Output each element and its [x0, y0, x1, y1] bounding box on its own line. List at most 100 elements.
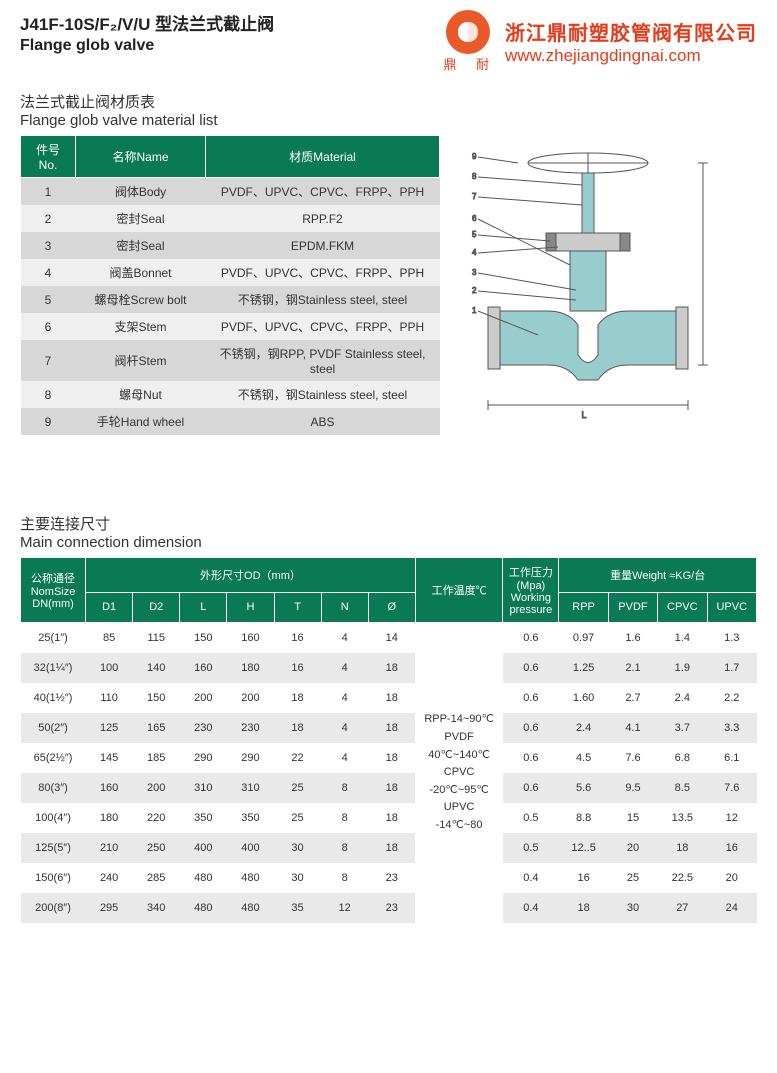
table-cell: 80(3″): [21, 773, 86, 803]
valve-diagram: L 9 8 7 6 5 4 3 2 1: [458, 135, 718, 435]
table-cell: 阀盖Bonnet: [76, 259, 206, 286]
table-row: 8螺母Nut不锈钢，钢Stainless steel, steel: [21, 381, 440, 408]
table-cell: 密封Seal: [76, 232, 206, 259]
dim-col-nomsize: 公称通径 NomSize DN(mm): [21, 558, 86, 623]
table-cell: 0.5: [503, 833, 559, 863]
table-row: 9手轮Hand wheelABS: [21, 408, 440, 435]
table-cell: 125(5″): [21, 833, 86, 863]
table-cell: 支架Stem: [76, 313, 206, 340]
table-cell: 7.6: [707, 773, 757, 803]
dim-subcol: RPP: [559, 592, 608, 622]
table-cell: 27: [658, 893, 707, 923]
table-cell: 125: [86, 713, 133, 743]
table-cell: 18: [368, 713, 415, 743]
table-cell: ABS: [206, 408, 440, 435]
table-cell: 8: [321, 803, 368, 833]
table-cell: 310: [180, 773, 227, 803]
table-cell: 16: [274, 623, 321, 654]
table-cell: 230: [180, 713, 227, 743]
table-cell: 0.6: [503, 683, 559, 713]
table-row: 65(2½″)145185290290224180.64.57.66.86.1: [21, 743, 757, 773]
table-cell: 4.1: [608, 713, 657, 743]
table-cell: 350: [180, 803, 227, 833]
table-cell: EPDM.FKM: [206, 232, 440, 259]
table-row: 4阀盖BonnetPVDF、UPVC、CPVC、FRPP、PPH: [21, 259, 440, 286]
temp-cell: RPP-14~90℃ PVDF 40℃~140℃ CPVC -20℃~95℃ U…: [415, 623, 503, 924]
table-row: 80(3″)160200310310258180.65.69.58.57.6: [21, 773, 757, 803]
table-cell: 0.4: [503, 893, 559, 923]
table-cell: 160: [180, 653, 227, 683]
table-cell: 24: [707, 893, 757, 923]
table-cell: 4: [321, 653, 368, 683]
table-cell: 1.6: [608, 623, 657, 654]
table-cell: 14: [368, 623, 415, 654]
table-cell: 400: [180, 833, 227, 863]
table-cell: 4: [321, 623, 368, 654]
mat-col-name: 名称Name: [76, 136, 206, 178]
table-cell: 3.7: [658, 713, 707, 743]
dim-col-weight: 重量Weight ≈KG/台: [559, 558, 757, 593]
table-cell: 290: [227, 743, 274, 773]
header: J41F-10S/F₂/V/U 型法兰式截止阀 Flange glob valv…: [20, 10, 757, 73]
table-cell: 30: [274, 833, 321, 863]
table-cell: 480: [180, 893, 227, 923]
mat-col-material: 材质Material: [206, 136, 440, 178]
table-cell: 2.4: [559, 713, 608, 743]
table-cell: 12: [707, 803, 757, 833]
table-cell: 1.60: [559, 683, 608, 713]
table-cell: 0.97: [559, 623, 608, 654]
table-cell: 1.7: [707, 653, 757, 683]
table-cell: 290: [180, 743, 227, 773]
table-cell: 200(8″): [21, 893, 86, 923]
table-row: 125(5″)210250400400308180.512..5201816: [21, 833, 757, 863]
material-title-en: Flange glob valve material list: [20, 112, 757, 129]
table-cell: 140: [133, 653, 180, 683]
table-cell: 不锈钢，钢Stainless steel, steel: [206, 286, 440, 313]
table-cell: 4: [321, 713, 368, 743]
table-row: 50(2″)125165230230184180.62.44.13.73.3: [21, 713, 757, 743]
table-cell: 180: [86, 803, 133, 833]
table-cell: 210: [86, 833, 133, 863]
table-cell: 22: [274, 743, 321, 773]
table-cell: 310: [227, 773, 274, 803]
dim-subcol: CPVC: [658, 592, 707, 622]
table-cell: 160: [86, 773, 133, 803]
table-cell: 不锈钢，钢Stainless steel, steel: [206, 381, 440, 408]
table-cell: 18: [368, 773, 415, 803]
svg-text:7: 7: [472, 192, 477, 201]
table-cell: 340: [133, 893, 180, 923]
table-cell: 20: [608, 833, 657, 863]
table-cell: 8: [21, 381, 76, 408]
table-cell: 1.25: [559, 653, 608, 683]
table-cell: 1.9: [658, 653, 707, 683]
table-cell: 480: [180, 863, 227, 893]
table-cell: 8: [321, 773, 368, 803]
material-title-cn: 法兰式截止阀材质表: [20, 91, 757, 112]
dim-subcol: N: [321, 592, 368, 622]
table-cell: 18: [658, 833, 707, 863]
table-cell: 8.8: [559, 803, 608, 833]
table-row: 7阀杆Stem不锈钢，钢RPP, PVDF Stainless steel, s…: [21, 340, 440, 381]
table-cell: PVDF、UPVC、CPVC、FRPP、PPH: [206, 178, 440, 206]
table-cell: 18: [274, 713, 321, 743]
table-cell: 0.6: [503, 743, 559, 773]
table-cell: 32(1¼″): [21, 653, 86, 683]
table-cell: 4: [321, 683, 368, 713]
dim-subcol: PVDF: [608, 592, 657, 622]
table-cell: 400: [227, 833, 274, 863]
table-cell: 65(2½″): [21, 743, 86, 773]
title-block: J41F-10S/F₂/V/U 型法兰式截止阀 Flange glob valv…: [20, 10, 274, 55]
table-cell: 螺母栓Screw bolt: [76, 286, 206, 313]
table-cell: 145: [86, 743, 133, 773]
table-cell: 1.3: [707, 623, 757, 654]
table-cell: 手轮Hand wheel: [76, 408, 206, 435]
table-row: 5螺母栓Screw bolt不锈钢，钢Stainless steel, stee…: [21, 286, 440, 313]
table-cell: 23: [368, 893, 415, 923]
table-cell: 8: [321, 863, 368, 893]
table-cell: 350: [227, 803, 274, 833]
table-cell: 25(1″): [21, 623, 86, 654]
dim-subcol: L: [180, 592, 227, 622]
company-name-cn: 浙江鼎耐塑胶管阀有限公司: [505, 17, 757, 46]
table-cell: 200: [133, 773, 180, 803]
logo-icon: [446, 10, 490, 54]
